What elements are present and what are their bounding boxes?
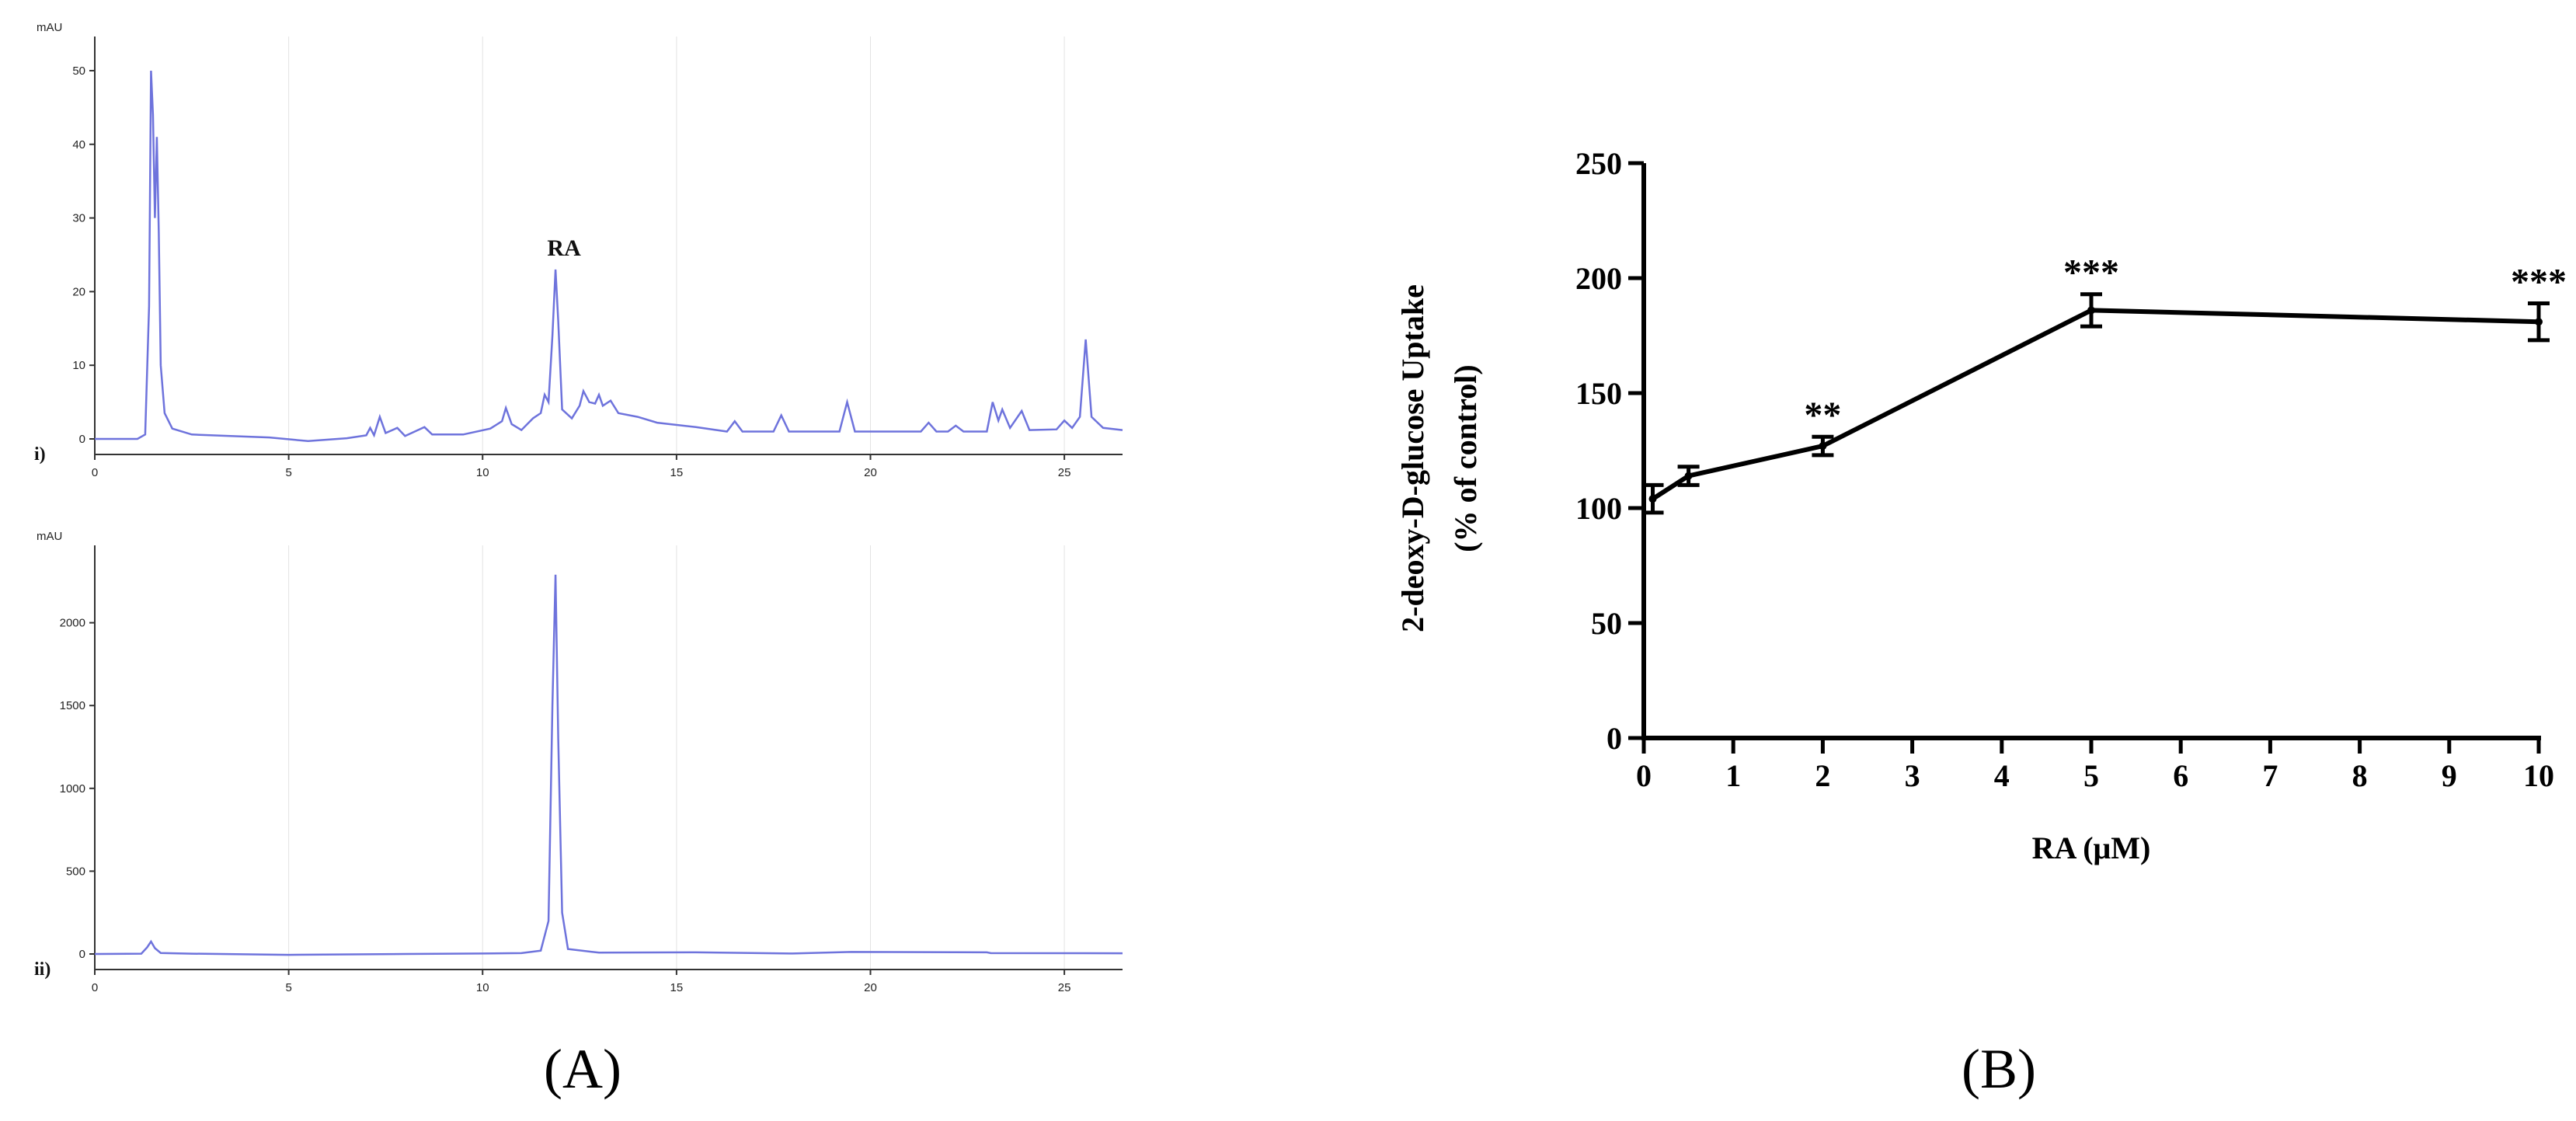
glucose-uptake-significance-marks: ***** *** [1804,252,2567,437]
chrom2-y-tick-label: 2000 [60,617,85,630]
chrom1-x-tick-label: 15 [670,466,684,479]
chromatogram-i-trace [95,70,1123,443]
glucose-uptake-point [1684,472,1693,480]
chrom2-x-tick-label: 0 [92,981,98,994]
chromatogram-i-unit-label: mAU [37,21,62,34]
glucose-uptake-x-tick-label: 4 [1994,758,2010,793]
panel-a-label: (A) [544,1038,621,1100]
glucose-uptake-x-tick-label: 0 [1636,758,1652,793]
glucose-uptake-significance-mark: ** [1804,395,1841,436]
chrom2-x-tick-label: 20 [864,981,877,994]
chrom1-y-tick-label: 20 [72,285,85,298]
glucose-uptake-x-tick-label: 5 [2083,758,2099,793]
chrom2-y-tick-label: 1500 [60,699,85,712]
chrom1-x-tick-label: 20 [864,466,877,479]
glucose-uptake-y-tick-label: 100 [1575,491,1622,526]
chrom2-x-tick-label: 25 [1058,981,1071,994]
glucose-uptake-x-axis-label: RA (μM) [2032,830,2151,865]
glucose-uptake-point [1819,442,1827,451]
chromatogram-i: 0 5 10 15 20 25 0 10 20 30 40 50 mAU i) RA [34,21,1123,479]
glucose-uptake-y-axis-label-line-2: (% of control) [1448,364,1483,552]
chromatogram-ii-y-ticks: 0 500 1000 1500 2000 [60,617,95,961]
glucose-uptake-point [2535,318,2543,326]
glucose-uptake-x-tick-label: 6 [2173,758,2188,793]
glucose-uptake-y-axis-label-line-1: 2-deoxy-D-glucose Uptake [1395,284,1430,632]
chromatogram-i-y-ticks: 0 10 20 30 40 50 [72,64,95,446]
glucose-uptake-significance-mark: *** [2063,252,2119,294]
chromatogram-ii: 0 5 10 15 20 25 0 500 1000 1500 2000 mAU ii) [34,530,1123,994]
chrom2-x-tick-label: 15 [670,981,684,994]
glucose-uptake-x-tick-label: 1 [1725,758,1741,793]
chromatogram-ii-panel-label: ii) [34,959,50,980]
chrom2-y-tick-label: 500 [66,865,85,878]
chrom1-x-tick-label: 25 [1058,466,1071,479]
glucose-uptake-x-tick-label: 3 [1905,758,1920,793]
glucose-uptake-y-tick-label: 150 [1575,376,1622,411]
glucose-uptake-x-tick-label: 10 [2523,758,2554,793]
chrom2-y-tick-label: 1000 [60,782,85,795]
glucose-uptake-y-tick-label: 0 [1607,721,1622,756]
chrom2-x-tick-label: 10 [476,981,489,994]
chrom1-x-tick-label: 10 [476,466,489,479]
chromatogram-i-panel-label: i) [34,444,46,465]
glucose-uptake-point [1648,495,1657,503]
glucose-uptake-y-tick-label: 200 [1575,261,1622,296]
chrom1-x-tick-label: 0 [92,466,98,479]
chrom1-y-tick-label: 10 [72,359,85,372]
chrom1-y-tick-label: 0 [79,433,85,446]
chrom1-y-tick-label: 40 [72,138,85,151]
chrom1-y-tick-label: 50 [72,64,85,78]
glucose-uptake-point [2087,306,2095,315]
chromatogram-i-peak-annotation: RA [547,235,581,261]
chromatogram-ii-trace [94,574,1123,956]
chromatogram-ii-unit-label: mAU [37,530,62,543]
glucose-uptake-x-tick-label: 7 [2262,758,2278,793]
glucose-uptake-x-ticks: 0 1 2 3 4 5 6 7 8 9 10 [1636,738,2554,793]
glucose-uptake-y-tick-label: 250 [1575,146,1622,181]
panel-b-label: (B) [1962,1038,2036,1100]
glucose-uptake-y-ticks: 0 50 100 150 200 250 [1575,146,1644,756]
glucose-uptake-x-tick-label: 9 [2442,758,2457,793]
glucose-uptake-x-tick-label: 2 [1815,758,1830,793]
glucose-uptake-y-axis-label: 2-deoxy-D-glucose Uptake (% of control) [1395,284,1483,632]
chrom2-y-tick-label: 0 [79,948,85,961]
glucose-uptake-y-tick-label: 50 [1591,606,1622,641]
glucose-uptake-error-bars [1641,292,2550,515]
chromatogram-i-x-ticks: 0 5 10 15 20 25 [92,454,1071,479]
chromatogram-ii-x-ticks: 0 5 10 15 20 25 [92,970,1071,994]
chrom1-y-tick-label: 30 [72,212,85,225]
chrom1-x-tick-label: 5 [285,466,291,479]
glucose-uptake-x-tick-label: 8 [2352,758,2368,793]
chrom2-x-tick-label: 5 [285,981,291,994]
chromatogram-ii-gridlines [94,545,1065,970]
glucose-uptake-significance-mark: *** [2511,262,2567,303]
